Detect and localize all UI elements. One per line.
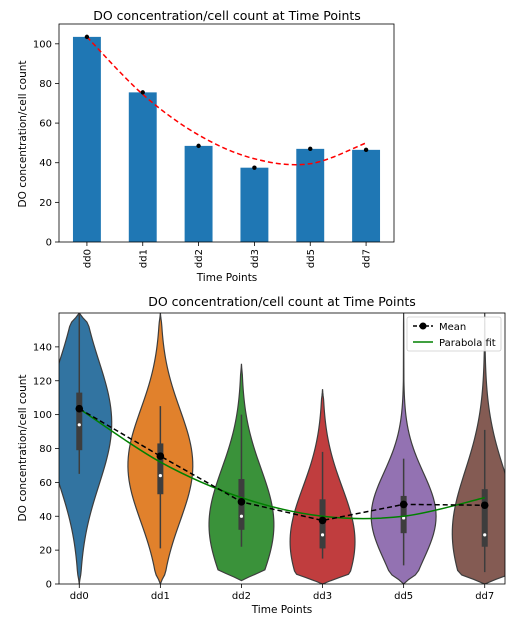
mean-marker-dd0 (75, 404, 84, 413)
violin-dd5 (370, 313, 437, 584)
quartile-box-dd7 (481, 489, 488, 547)
y-tick-label: 120 (33, 376, 52, 387)
x-tick-label-dd7: dd7 (475, 591, 494, 602)
violin-chart-title: DO concentration/cell count at Time Poin… (148, 294, 416, 309)
bar-chart-xlabel: Time Points (196, 272, 258, 284)
mean-point-dd2 (196, 143, 201, 149)
x-tick-label-dd2: dd2 (232, 591, 251, 602)
legend: Mean Parabola fit (406, 316, 502, 352)
legend-mean-label: Mean (439, 322, 466, 333)
y-tick-label: 20 (39, 198, 52, 209)
median-dot-dd7 (483, 533, 487, 537)
median-dot-dd3 (320, 533, 325, 537)
violin-dd7 (451, 313, 505, 584)
median-dot-dd0 (77, 423, 81, 427)
y-tick-label: 60 (39, 478, 52, 489)
y-tick-label: 40 (39, 158, 52, 169)
y-tick-label: 60 (39, 119, 52, 130)
y-tick-label: 100 (33, 39, 52, 50)
y-tick-label: 100 (33, 410, 52, 421)
violin-dd0 (59, 313, 113, 584)
mean-marker-dd2 (237, 498, 246, 506)
bar-dd7 (352, 149, 381, 242)
bar-layer: 0 20 40 60 80 100 dd0 dd1 dd2 dd3 dd5 dd7 (33, 34, 381, 268)
x-tick-label-dd3: dd3 (250, 249, 261, 268)
y-tick-label: 40 (39, 512, 52, 523)
y-tick-label: 80 (39, 444, 52, 455)
bar-dd2 (184, 145, 213, 242)
x-tick-label-dd2: dd2 (194, 249, 205, 268)
parabola-fit-line (78, 408, 485, 520)
mean-point-dd3 (252, 165, 257, 170)
violin-chart-xlabel: Time Points (251, 604, 313, 616)
mean-point-dd5 (308, 146, 313, 152)
x-tick-label-dd3: dd3 (313, 591, 332, 602)
mean-point-dd7 (363, 147, 369, 153)
violin-layer: 0 20 40 60 80 100 120 140 dd0 dd1 dd2 dd3 dd5 dd7 (33, 313, 505, 602)
x-tick-label-dd0: dd0 (70, 591, 89, 602)
fit-curve (86, 36, 367, 166)
violin-bodies (59, 313, 505, 584)
x-tick-label-dd5: dd5 (306, 249, 317, 268)
median-dot-dd5 (402, 516, 406, 520)
mean-marker-dd1 (156, 452, 165, 460)
x-tick-label-dd5: dd5 (394, 591, 413, 602)
mean-marker-dd7 (480, 501, 489, 510)
mean-line (78, 408, 485, 522)
legend-mean-marker (419, 322, 427, 330)
mean-marker-dd5 (399, 500, 408, 509)
bar-dd5 (296, 148, 325, 242)
quartile-box-dd1 (157, 443, 164, 495)
bar-dd0 (72, 36, 101, 242)
mean-marker-dd3 (318, 516, 327, 525)
median-dot-dd2 (239, 514, 244, 518)
legend-parabola-label: Parabola fit (439, 338, 496, 349)
violin-chart: DO concentration/cell count at Time Poin… (17, 294, 506, 616)
x-tick-label-dd0: dd0 (82, 249, 93, 268)
x-tick-label-dd1: dd1 (138, 249, 149, 268)
y-tick-label: 140 (33, 342, 52, 353)
y-tick-label: 0 (46, 580, 52, 591)
bar-dd3 (240, 167, 269, 242)
quartile-box-dd5 (400, 495, 407, 534)
x-tick-label-dd1: dd1 (151, 591, 170, 602)
bar-chart-ylabel: DO concentration/cell count (17, 61, 29, 208)
violin-chart-frame (58, 312, 506, 585)
y-tick-label: 0 (46, 238, 52, 249)
x-tick-label-dd7: dd7 (362, 249, 373, 268)
mean-point-dd1 (140, 90, 145, 95)
violin-chart-ylabel: DO concentration/cell count (17, 375, 29, 522)
quartile-box-dd0 (76, 392, 83, 451)
bar-chart-title: DO concentration/cell count at Time Poin… (93, 8, 361, 23)
bar-chart: DO concentration/cell count at Time Poin… (17, 8, 395, 284)
median-dot-dd1 (158, 474, 162, 478)
y-tick-label: 80 (39, 79, 52, 90)
mean-point-dd0 (84, 34, 90, 40)
y-tick-label: 20 (39, 546, 52, 557)
bar-dd1 (128, 92, 157, 242)
bar-chart-frame (58, 23, 395, 243)
